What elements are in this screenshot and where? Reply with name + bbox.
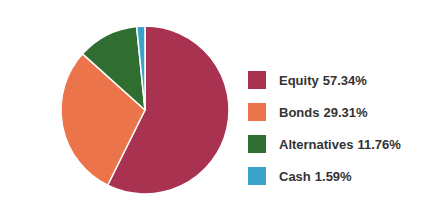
legend-label: Bonds 29.31% [279,105,368,120]
legend-value: 57.34% [323,73,368,88]
legend-swatch [248,71,266,89]
legend-swatch [248,103,266,121]
legend-label: Cash 1.59% [279,169,352,184]
chart-svg: Equity 57.34% Bonds 29.31% Alternatives 11.76… [0,0,442,221]
legend-swatch [248,167,266,185]
legend-value: 1.59% [315,169,352,184]
legend-swatch [248,135,266,153]
legend-category: Cash [279,169,311,184]
legend-label: Alternatives 11.76% [279,137,401,152]
pie-slice [83,26,145,110]
pie [61,26,229,194]
legend-category: Equity [279,73,319,88]
legend-value: 29.31% [323,105,368,120]
legend-category: Bonds [279,105,319,120]
chart-container: Equity 57.34% Bonds 29.31% Alternatives 11.76… [0,0,442,221]
legend-category: Alternatives [279,137,353,152]
legend-value: 11.76% [357,137,401,152]
legend: Equity 57.34% Bonds 29.31% Alternatives 11.76… [248,71,401,185]
legend-label: Equity 57.34% [279,73,367,88]
pie-slice [137,26,145,110]
